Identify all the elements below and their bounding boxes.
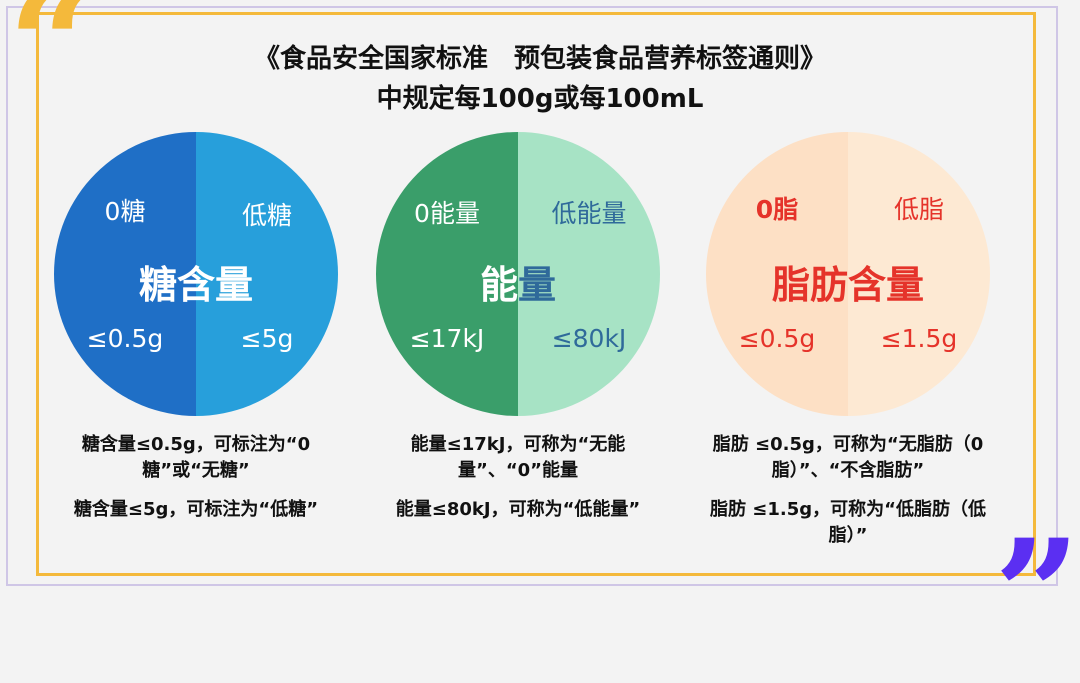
sugar-low-limit: ≤5g: [240, 324, 294, 353]
fat-circle: 0脂 低脂 脂肪含量 ≤0.5g ≤1.5g: [706, 132, 990, 416]
sugar-main-label: 糖含量: [138, 263, 253, 307]
page-subtitle: 中规定每100g或每100mL: [376, 84, 704, 114]
inner-frame: [36, 12, 1036, 576]
energy-circle-left-half: [376, 132, 518, 416]
fat-desc-zero: 脂肪 ≤0.5g，可称为“无脂肪（0脂）”、“不含脂肪”: [712, 434, 984, 481]
sugar-desc-zero: 糖含量≤0.5g，可标注为“0糖”或“无糖”: [81, 434, 311, 481]
sugar-desc-low: 糖含量≤5g，可标注为“低糖”: [73, 499, 319, 520]
energy-low-limit: ≤80kJ: [551, 324, 627, 353]
sugar-circle: 0糖 低糖 糖含量 ≤0.5g ≤5g: [54, 132, 338, 416]
energy-low-label: 低能量: [551, 199, 627, 228]
sugar-circle-left-half: [54, 132, 196, 416]
page-title: 《食品安全国家标准 预包装食品营养标签通则》: [253, 44, 826, 74]
open-quote-icon: “: [8, 0, 95, 133]
sugar-circle-right-half: [196, 132, 338, 416]
sugar-low-label: 低糖: [241, 201, 292, 230]
fat-main-label: 脂肪含量: [771, 263, 924, 307]
energy-circle: 0能量 低能量 能量 ≤17kJ ≤80kJ: [376, 132, 660, 416]
energy-desc-zero: 能量≤17kJ，可称为“无能量”、“0”能量: [410, 434, 626, 481]
sugar-zero-label: 0糖: [104, 197, 146, 226]
close-quote-icon: ”: [994, 507, 1080, 683]
energy-zero-limit: ≤17kJ: [409, 324, 485, 353]
fat-low-label: 低脂: [893, 195, 944, 224]
fat-zero-limit: ≤0.5g: [738, 324, 816, 353]
fat-circle-left-half: [706, 132, 848, 416]
energy-main-label: 能量: [479, 263, 557, 307]
energy-circle-right-half: [518, 132, 660, 416]
fat-low-limit: ≤1.5g: [880, 324, 958, 353]
fat-circle-right-half: [848, 132, 990, 416]
outer-frame: [6, 6, 1058, 586]
fat-desc-low: 脂肪 ≤1.5g，可称为“低脂肪（低脂）”: [710, 499, 986, 546]
fat-zero-label: 0脂: [755, 195, 799, 224]
sugar-zero-limit: ≤0.5g: [86, 324, 164, 353]
energy-desc-low: 能量≤80kJ，可称为“低能量”: [395, 499, 641, 520]
energy-zero-label: 0能量: [414, 199, 480, 228]
